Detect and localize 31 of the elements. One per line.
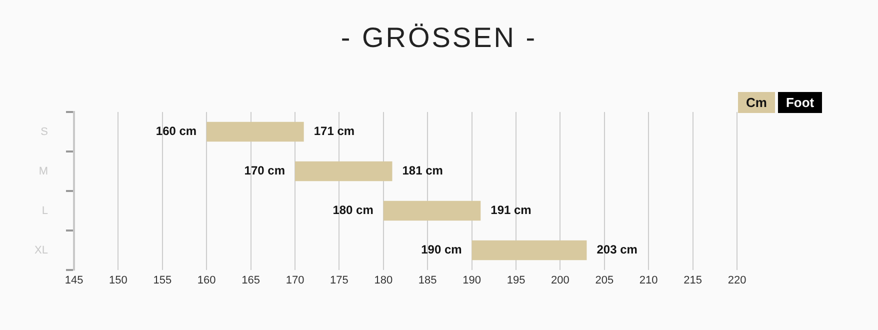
annotation: 160 cm bbox=[156, 124, 197, 138]
x-tick-label: 145 bbox=[64, 274, 84, 287]
annotation: 181 cm bbox=[402, 164, 443, 178]
x-tick-label: 150 bbox=[109, 274, 128, 287]
bar bbox=[295, 161, 392, 182]
x-tick-label: 165 bbox=[242, 274, 260, 287]
toggle-button: Foot bbox=[778, 92, 822, 113]
annotation: 203 cm bbox=[596, 242, 638, 257]
x-tick-label: 215 bbox=[684, 274, 702, 287]
annotation: 180 cm bbox=[332, 203, 374, 218]
bar bbox=[383, 200, 481, 221]
x-tick-label: 195 bbox=[506, 274, 526, 287]
annotation: 170 cm bbox=[244, 164, 285, 178]
annotation: 191 cm bbox=[490, 203, 532, 218]
x-tick-label: 175 bbox=[330, 274, 348, 287]
x-tick-label: 185 bbox=[418, 274, 437, 287]
x-tick-label: 210 bbox=[639, 274, 658, 287]
x-tick-label: 205 bbox=[595, 274, 614, 287]
x-tick-label: 160 bbox=[197, 274, 216, 287]
x-tick-label: 170 bbox=[286, 274, 304, 287]
annotation: 171 cm bbox=[314, 124, 355, 138]
bar bbox=[472, 240, 587, 260]
annotation: 190 cm bbox=[421, 242, 462, 257]
chart-title: - GRÖSSEN - bbox=[340, 22, 538, 54]
x-tick-label: 220 bbox=[728, 274, 746, 287]
x-tick-label: 200 bbox=[551, 274, 570, 287]
toggle-button-selected: Cm bbox=[738, 92, 775, 113]
x-tick-label: 190 bbox=[462, 274, 481, 287]
bar bbox=[206, 122, 304, 142]
x-tick-label: 180 bbox=[374, 274, 393, 287]
x-tick-label: 155 bbox=[153, 274, 172, 287]
